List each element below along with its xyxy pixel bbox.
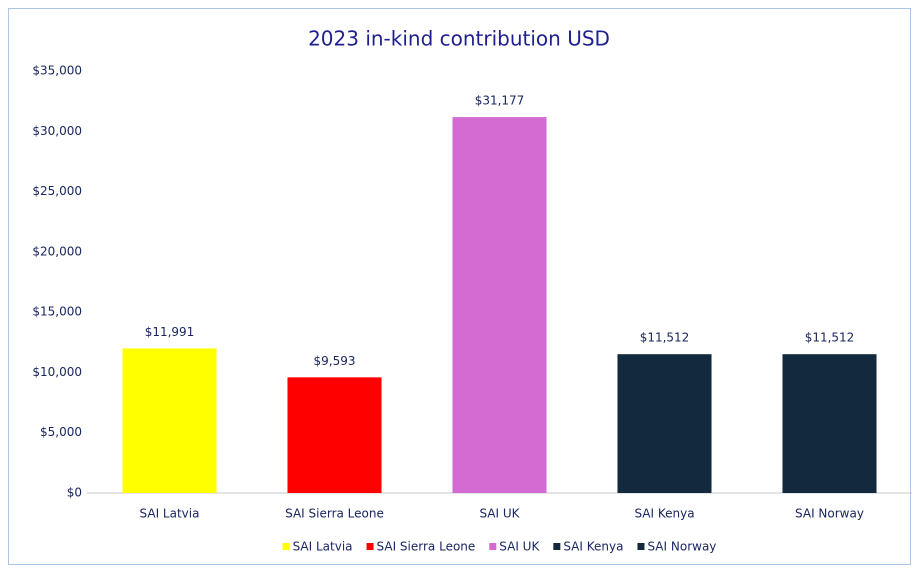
legend-swatch bbox=[553, 543, 561, 550]
bar bbox=[452, 117, 547, 494]
data-label: $9,593 bbox=[314, 354, 356, 368]
data-label: $11,512 bbox=[640, 331, 690, 345]
y-tick-label: $30,000 bbox=[32, 124, 82, 138]
data-label: $11,991 bbox=[145, 325, 195, 339]
bar bbox=[782, 354, 877, 493]
y-tick-label: $15,000 bbox=[32, 305, 82, 319]
legend-label: SAI Norway bbox=[647, 540, 716, 554]
y-tick-label: $10,000 bbox=[32, 365, 82, 379]
legend-label: SAI Kenya bbox=[563, 540, 623, 554]
y-tick-label: $20,000 bbox=[32, 244, 82, 258]
bar bbox=[287, 377, 382, 493]
x-tick-label: SAI Kenya bbox=[634, 507, 694, 521]
x-tick-label: SAI Latvia bbox=[140, 507, 200, 521]
bar bbox=[617, 354, 712, 493]
x-tick-label: SAI UK bbox=[479, 507, 520, 521]
chart-title: 2023 in-kind contribution USD bbox=[308, 27, 610, 51]
y-tick-label: $0 bbox=[67, 486, 82, 500]
legend-swatch bbox=[637, 543, 645, 550]
y-tick-label: $5,000 bbox=[40, 425, 82, 439]
bar bbox=[122, 348, 217, 493]
legend-swatch bbox=[282, 543, 290, 550]
y-tick-label: $25,000 bbox=[32, 184, 82, 198]
legend-label: SAI UK bbox=[499, 540, 540, 554]
legend-label: SAI Latvia bbox=[293, 540, 353, 554]
data-label: $11,512 bbox=[805, 331, 855, 345]
legend-label: SAI Sierra Leone bbox=[377, 540, 476, 554]
legend-swatch bbox=[489, 543, 497, 550]
y-tick-label: $35,000 bbox=[32, 64, 82, 78]
legend-swatch bbox=[366, 543, 374, 550]
data-label: $31,177 bbox=[475, 94, 525, 108]
x-tick-label: SAI Sierra Leone bbox=[285, 507, 384, 521]
x-tick-label: SAI Norway bbox=[795, 507, 864, 521]
